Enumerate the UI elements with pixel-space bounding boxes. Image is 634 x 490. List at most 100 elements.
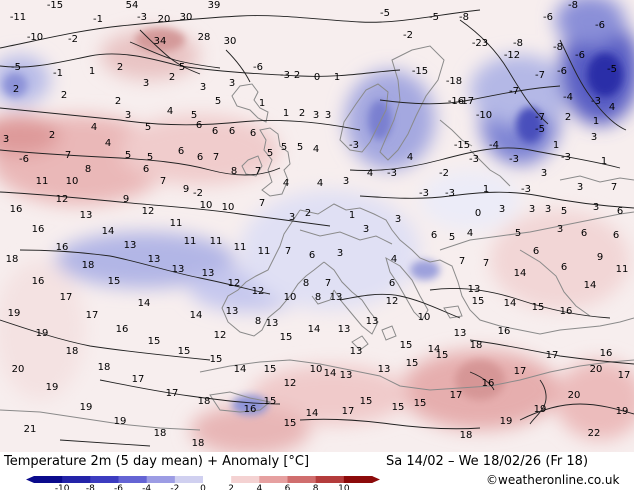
map-title: Temperature 2m (5 day mean) + Anomaly [°… [4,454,310,469]
isotherm-label: -3 [280,70,290,81]
legend-ticks: -10 -8 -6 -4 -2 0 2 4 6 8 10 [55,484,350,490]
isotherm-label: 18 [154,428,167,439]
isotherm-label: 15 [360,396,373,407]
isotherm-label: 14 [504,298,517,309]
isotherm-label: 3 [3,134,9,145]
isotherm-label: 4 [391,254,397,265]
legend-swatch [203,476,232,483]
legend-tick-label: 0 [200,484,206,490]
isotherm-label: 6 [581,228,587,239]
isotherm-label: -3 [137,12,147,23]
isotherm-label: 3 [593,202,599,213]
legend-arrow-left [26,476,34,483]
isotherm-label: 14 [190,310,203,321]
isotherm-label: -1 [53,68,63,79]
isotherm-label: 15 [178,346,191,357]
isotherm-label: 2 [305,208,311,219]
isotherm-label: 21 [24,424,37,435]
isotherm-label: 30 [180,12,193,23]
credit-link[interactable]: ©weatheronline.co.uk [486,473,620,487]
isotherm-label: 10 [200,200,213,211]
isotherm-label: 6 [197,152,203,163]
isotherm-label: 15 [472,296,485,307]
isotherm-label: -5 [11,62,21,73]
isotherm-label: 2 [115,96,121,107]
isotherm-label: 6 [196,120,202,131]
isotherm-label: 9 [183,184,189,195]
legend-swatch [146,476,176,483]
isotherm-label: 13 [454,328,467,339]
isotherm-label: 5 [179,62,185,73]
isotherm-label: -6 [557,66,567,77]
isotherm-label: 4 [283,178,289,189]
isotherm-label: 19 [616,406,629,417]
isotherm-label: 16 [32,276,45,287]
isotherm-label: 19 [36,328,49,339]
isotherm-label: 2 [169,72,175,83]
legend-tick-label: 8 [313,484,319,490]
isotherm-label: 6 [561,262,567,273]
isotherm-label: 14 [324,368,337,379]
isotherm-label: 14 [306,408,319,419]
isotherm-label: -3 [509,154,519,165]
isotherm-label: 17 [342,406,355,417]
isotherm-label: -3 [445,188,455,199]
isotherm-label: 4 [407,152,413,163]
isotherm-label: 3 [577,182,583,193]
isotherm-label: 15 [284,418,297,429]
isotherm-label: 15 [264,364,277,375]
isotherm-label: 9 [597,252,603,263]
isotherm-label: 3 [200,82,206,93]
isotherm-label: 19 [114,416,127,427]
period-label: Sa 14/02 – We 18/02/26 (Fr 18) [386,454,589,469]
isotherm-label: 20 [590,364,603,375]
isotherm-label: 18 [66,346,79,357]
isotherm-label: 15 [148,336,161,347]
map-canvas: -15 54 39-11 -1 -3 20 30-10 -2 34 28 30-5 -5 -8 -6-8-… [0,0,634,455]
isotherm-label: 28 [198,32,211,43]
isotherm-label: 2 [565,112,571,123]
isotherm-label: -2 [403,30,413,41]
isotherm-label: 1 [283,108,289,119]
isotherm-label: 1 [349,210,355,221]
isotherm-label: 13 [366,316,379,327]
isotherm-label: 13 [330,292,343,303]
isotherm-label: 2 [13,84,19,95]
isotherm-label: 4 [313,144,319,155]
isotherm-label: -15 [412,66,428,77]
isotherm-label: 15 [392,402,405,413]
isotherm-label: 10 [222,202,235,213]
isotherm-label: 2 [49,130,55,141]
isotherm-label: 5 [515,228,521,239]
isotherm-label: 3 [289,212,295,223]
isotherm-label: 5 [561,206,567,217]
isotherm-label: 6 [533,246,539,257]
isotherm-label: 17 [450,390,463,401]
isotherm-label: 13 [468,284,481,295]
isotherm-label: 5 [449,232,455,243]
isotherm-label: 3 [229,78,235,89]
isotherm-label: 11 [210,236,223,247]
isotherm-label: -8 [568,0,578,11]
isotherm-label: 3 [363,224,369,235]
isotherm-label: 2 [61,90,67,101]
isotherm-label: 3 [125,110,131,121]
isotherm-label: 14 [514,268,527,279]
isotherm-label: -4 [489,140,499,151]
legend-tick-label: -6 [114,484,123,490]
isotherm-label: -8 [553,42,563,53]
isotherm-label: 5 [191,110,197,121]
isotherm-label: 13 [340,370,353,381]
isotherm-label: 16 [560,306,573,317]
isotherm-label: 18 [6,254,19,265]
isotherm-label: 16 [482,378,495,389]
legend-tick-label: 2 [228,484,234,490]
isotherm-label: 12 [386,296,399,307]
isotherm-label: 6 [178,146,184,157]
isotherm-label: 7 [213,152,219,163]
isotherm-label: 1 [89,66,95,77]
isotherm-label: 7 [325,278,331,289]
isotherm-label: -23 [472,38,488,49]
legend-swatch [343,476,373,483]
isotherm-label: 1 [259,98,265,109]
